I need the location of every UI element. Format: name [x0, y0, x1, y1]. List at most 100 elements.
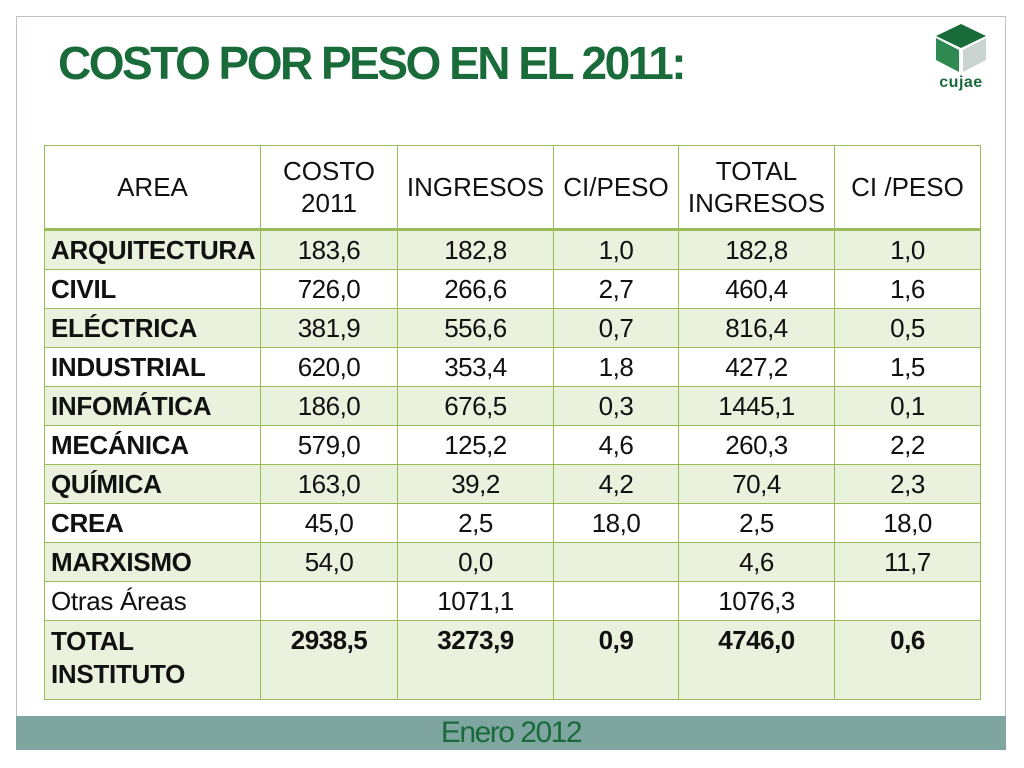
cell-area-total: TOTAL INSTITUTO	[44, 620, 261, 700]
cell-total-ingresos: 4,6	[678, 542, 835, 582]
slide-title: COSTO POR PESO EN EL 2011:	[58, 37, 687, 89]
cell-area: CREA	[44, 503, 261, 543]
cell-area: ELÉCTRICA	[44, 308, 261, 348]
col-header-ingresos: INGRESOS	[397, 145, 554, 231]
header-line: INGRESOS	[687, 188, 826, 218]
total-row: TOTAL INSTITUTO 2938,5 3273,9 0,9 4746,0 …	[44, 620, 981, 700]
cell-ingresos: 1071,1	[397, 581, 554, 621]
cell-total-ingresos: 1076,3	[678, 581, 835, 621]
cell-ci-peso-total: 2,2	[834, 425, 981, 465]
col-header-ci-peso-total: CI /PESO	[834, 145, 981, 231]
cell-costo-total: 2938,5	[260, 620, 398, 700]
cell-total-ingresos-total: 4746,0	[678, 620, 835, 700]
table-row: CIVIL 726,0 266,6 2,7 460,4 1,6	[44, 269, 981, 309]
cell-ingresos: 125,2	[397, 425, 554, 465]
cell-total-ingresos: 70,4	[678, 464, 835, 504]
table-row: ELÉCTRICA 381,9 556,6 0,7 816,4 0,5	[44, 308, 981, 348]
cell-ci-peso-total	[834, 581, 981, 621]
cell-costo: 620,0	[260, 347, 398, 387]
cell-total-ingresos: 460,4	[678, 269, 835, 309]
cell-total-ingresos: 260,3	[678, 425, 835, 465]
table-row: ARQUITECTURA 183,6 182,8 1,0 182,8 1,0	[44, 229, 981, 270]
cujae-logo: cujae	[928, 22, 994, 96]
table-row: Otras Áreas 1071,1 1076,3	[44, 581, 981, 621]
footer-date: Enero 2012	[440, 716, 583, 749]
cell-total-ingresos: 816,4	[678, 308, 835, 348]
cell-ingresos: 0,0	[397, 542, 554, 582]
header-row: AREA COSTO 2011 INGRESOS CI/PESO TOTAL ING…	[44, 145, 981, 231]
cell-costo: 579,0	[260, 425, 398, 465]
cell-ingresos: 39,2	[397, 464, 554, 504]
cell-ci-peso-total: 0,1	[834, 386, 981, 426]
cell-ci-peso-total: 1,6	[834, 269, 981, 309]
cell-costo: 381,9	[260, 308, 398, 348]
cell-ci-peso: 2,7	[553, 269, 679, 309]
cube-icon	[936, 24, 986, 72]
cell-ci-peso: 1,8	[553, 347, 679, 387]
cell-area: MECÁNICA	[44, 425, 261, 465]
cell-costo: 45,0	[260, 503, 398, 543]
cell-ci-peso: 4,6	[553, 425, 679, 465]
cell-ci-peso: 4,2	[553, 464, 679, 504]
cell-ingresos: 556,6	[397, 308, 554, 348]
cell-ci-peso	[553, 542, 679, 582]
cell-ci-peso-total-row: 0,9	[553, 620, 679, 700]
cell-ci-peso-total: 1,5	[834, 347, 981, 387]
cell-area: QUÍMICA	[44, 464, 261, 504]
cell-costo: 163,0	[260, 464, 398, 504]
cell-ingresos: 676,5	[397, 386, 554, 426]
cell-costo: 54,0	[260, 542, 398, 582]
header-line: COSTO	[283, 155, 375, 186]
cell-ci-peso	[553, 581, 679, 621]
col-header-total-ingresos: TOTAL INGRESOS	[678, 145, 835, 231]
cell-costo: 183,6	[260, 229, 398, 270]
table-row: MARXISMO 54,0 0,0 4,6 11,7	[44, 542, 981, 582]
cell-ci-peso: 18,0	[553, 503, 679, 543]
cell-ingresos: 266,6	[397, 269, 554, 309]
table-row: CREA 45,0 2,5 18,0 2,5 18,0	[44, 503, 981, 543]
header-line: INGRESOS	[406, 171, 545, 202]
cell-ingresos: 182,8	[397, 229, 554, 270]
cell-area: CIVIL	[44, 269, 261, 309]
cell-ingresos: 353,4	[397, 347, 554, 387]
total-label-line: TOTAL	[51, 626, 134, 656]
cell-area: Otras Áreas	[44, 581, 261, 621]
header-line: AREA	[117, 171, 188, 202]
col-header-ci-peso: CI/PESO	[553, 145, 679, 231]
header-line: CI/PESO	[563, 171, 669, 202]
cell-ci-peso-total: 0,5	[834, 308, 981, 348]
col-header-costo: COSTO 2011	[260, 145, 398, 231]
cell-total-ingresos: 1445,1	[678, 386, 835, 426]
total-label-line: INSTITUTO	[51, 659, 186, 690]
cell-ci-peso: 0,7	[553, 308, 679, 348]
cost-table: AREA COSTO 2011 INGRESOS CI/PESO TOTAL ING…	[44, 145, 981, 700]
cell-area: MARXISMO	[44, 542, 261, 582]
header-line: TOTAL	[715, 155, 798, 186]
cell-costo: 726,0	[260, 269, 398, 309]
cost-table-wrap: AREA COSTO 2011 INGRESOS CI/PESO TOTAL ING…	[44, 145, 981, 700]
cell-total-ingresos: 2,5	[678, 503, 835, 543]
cell-ci-peso-total: 11,7	[834, 542, 981, 582]
header-line: 2011	[301, 188, 357, 218]
cell-area: ARQUITECTURA	[44, 229, 261, 270]
cell-area: INDUSTRIAL	[44, 347, 261, 387]
cell-ci-peso-total: 18,0	[834, 503, 981, 543]
cell-total-ingresos: 427,2	[678, 347, 835, 387]
cell-ci-peso-total: 1,0	[834, 229, 981, 270]
cell-ci-peso-total-total: 0,6	[834, 620, 981, 700]
col-header-area: AREA	[44, 145, 261, 231]
cell-ingresos-total: 3273,9	[397, 620, 554, 700]
cell-costo	[260, 581, 398, 621]
table-row: MECÁNICA 579,0 125,2 4,6 260,3 2,2	[44, 425, 981, 465]
header-line: CI /PESO	[851, 171, 964, 202]
cell-ci-peso: 0,3	[553, 386, 679, 426]
table-row: QUÍMICA 163,0 39,2 4,2 70,4 2,3	[44, 464, 981, 504]
logo-text: cujae	[939, 74, 983, 91]
table-row: INDUSTRIAL 620,0 353,4 1,8 427,2 1,5	[44, 347, 981, 387]
cell-costo: 186,0	[260, 386, 398, 426]
cell-ingresos: 2,5	[397, 503, 554, 543]
cell-area: INFOMÁTICA	[44, 386, 261, 426]
cell-ci-peso: 1,0	[553, 229, 679, 270]
table-row: INFOMÁTICA 186,0 676,5 0,3 1445,1 0,1	[44, 386, 981, 426]
cell-total-ingresos: 182,8	[678, 229, 835, 270]
